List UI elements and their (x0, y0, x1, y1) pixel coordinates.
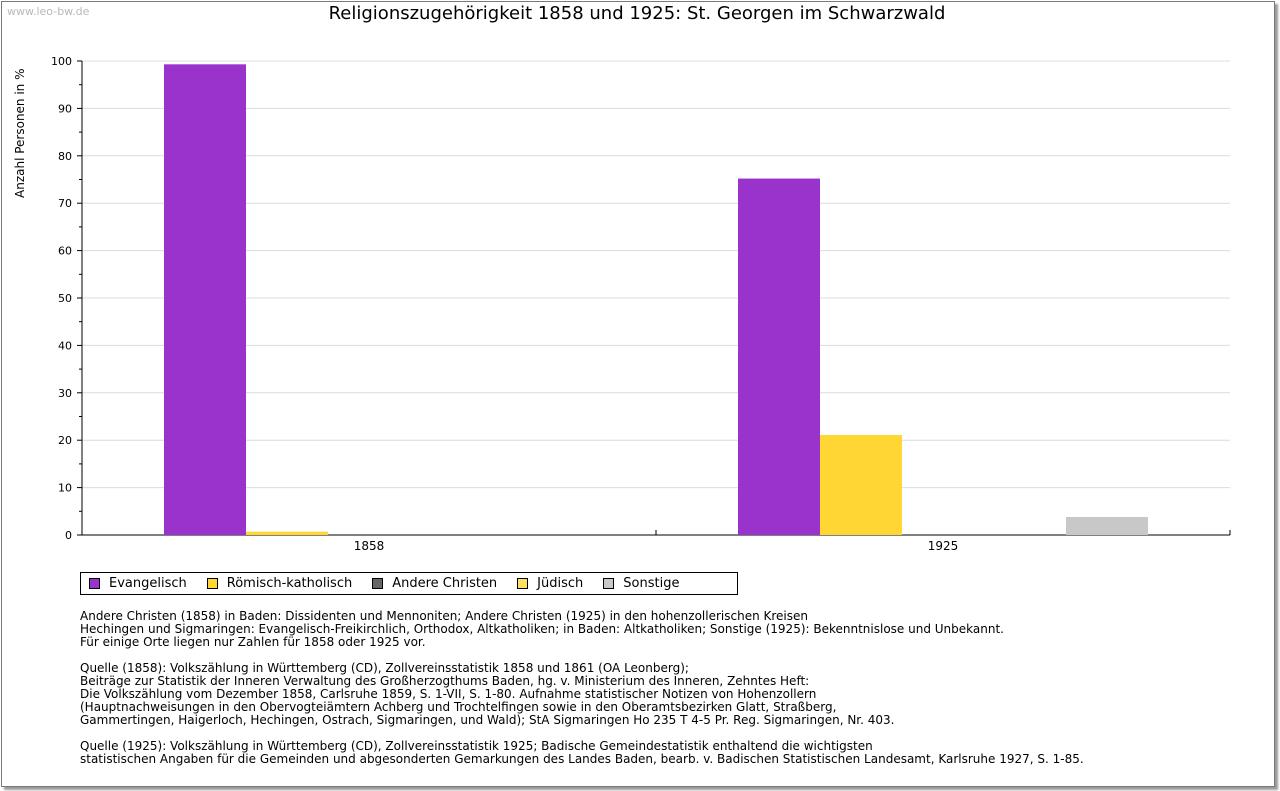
x-tick-label: 1858 (354, 539, 385, 553)
note-line: Beiträge zur Statistik der Inneren Verwa… (80, 674, 810, 688)
legend-label: Evangelisch (109, 576, 187, 591)
note-line: Quelle (1858): Volkszählung in Württembe… (80, 661, 689, 675)
bar-chart: 0 10 20 30 40 50 60 70 80 90 100 1858 1925 (51, 55, 1231, 553)
legend-item: Römisch-katholisch (206, 576, 353, 591)
watermark: www.leo-bw.de (7, 5, 90, 18)
y-tick-label: 90 (58, 102, 72, 115)
footnotes: Andere Christen (1858) in Baden: Disside… (80, 610, 1260, 779)
legend-label: Römisch-katholisch (226, 576, 353, 591)
y-tick-label: 0 (65, 529, 72, 542)
note-line: Quelle (1925): Volkszählung in Württembe… (80, 739, 873, 753)
y-tick-label: 80 (58, 150, 72, 163)
y-tick-label: 60 (58, 245, 72, 258)
note-paragraph: Andere Christen (1858) in Baden: Disside… (80, 610, 1260, 649)
note-paragraph: Quelle (1858): Volkszählung in Württembe… (80, 662, 1260, 727)
bar-evangelisch-1925 (738, 178, 820, 535)
bar-r-misch-katholisch-1858 (246, 531, 328, 535)
note-line: Gammertingen, Haigerloch, Hechingen, Ost… (80, 713, 895, 727)
note-paragraph: Quelle (1925): Volkszählung in Württembe… (80, 740, 1260, 766)
legend-swatch (517, 578, 529, 589)
note-line: Andere Christen (1858) in Baden: Disside… (80, 609, 808, 623)
note-line: statistischen Angaben für die Gemeinden … (80, 752, 1084, 766)
y-tick-label: 30 (58, 387, 72, 400)
note-line: (Hauptnachweisungen in den Obervogteiämt… (80, 700, 837, 714)
legend-item: Andere Christen (372, 576, 497, 591)
y-tick-label: 100 (51, 55, 72, 68)
legend-item: Sonstige (603, 576, 679, 591)
y-tick-label: 70 (58, 197, 72, 210)
legend-swatch (89, 578, 100, 589)
legend: Evangelisch Römisch-katholisch Andere Chri… (80, 572, 738, 595)
legend-item: Evangelisch (89, 576, 187, 591)
note-line: Hechingen und Sigmaringen: Evangelisch-F… (80, 622, 1004, 636)
legend-swatch (206, 578, 218, 589)
bar-r-misch-katholisch-1925 (820, 434, 902, 535)
y-tick-label: 50 (58, 292, 72, 305)
legend-swatch (603, 578, 615, 589)
legend-label: Sonstige (623, 576, 680, 591)
y-tick-label: 40 (58, 339, 72, 352)
chart-title: Religionszugehörigkeit 1858 und 1925: St… (328, 3, 946, 24)
note-line: Die Volkszählung vom Dezember 1858, Carl… (80, 687, 817, 701)
note-line: Für einige Orte liegen nur Zahlen für 18… (80, 635, 426, 649)
y-tick-label: 10 (58, 482, 72, 495)
legend-label: Andere Christen (392, 576, 498, 591)
x-tick-label: 1925 (928, 539, 959, 553)
bar-sonstige-1925 (1066, 516, 1148, 535)
bar-evangelisch-1858 (164, 64, 246, 536)
legend-label: Jüdisch (537, 576, 584, 591)
legend-item: Jüdisch (517, 576, 583, 591)
legend-swatch (372, 578, 384, 589)
y-tick-label: 20 (58, 434, 72, 447)
